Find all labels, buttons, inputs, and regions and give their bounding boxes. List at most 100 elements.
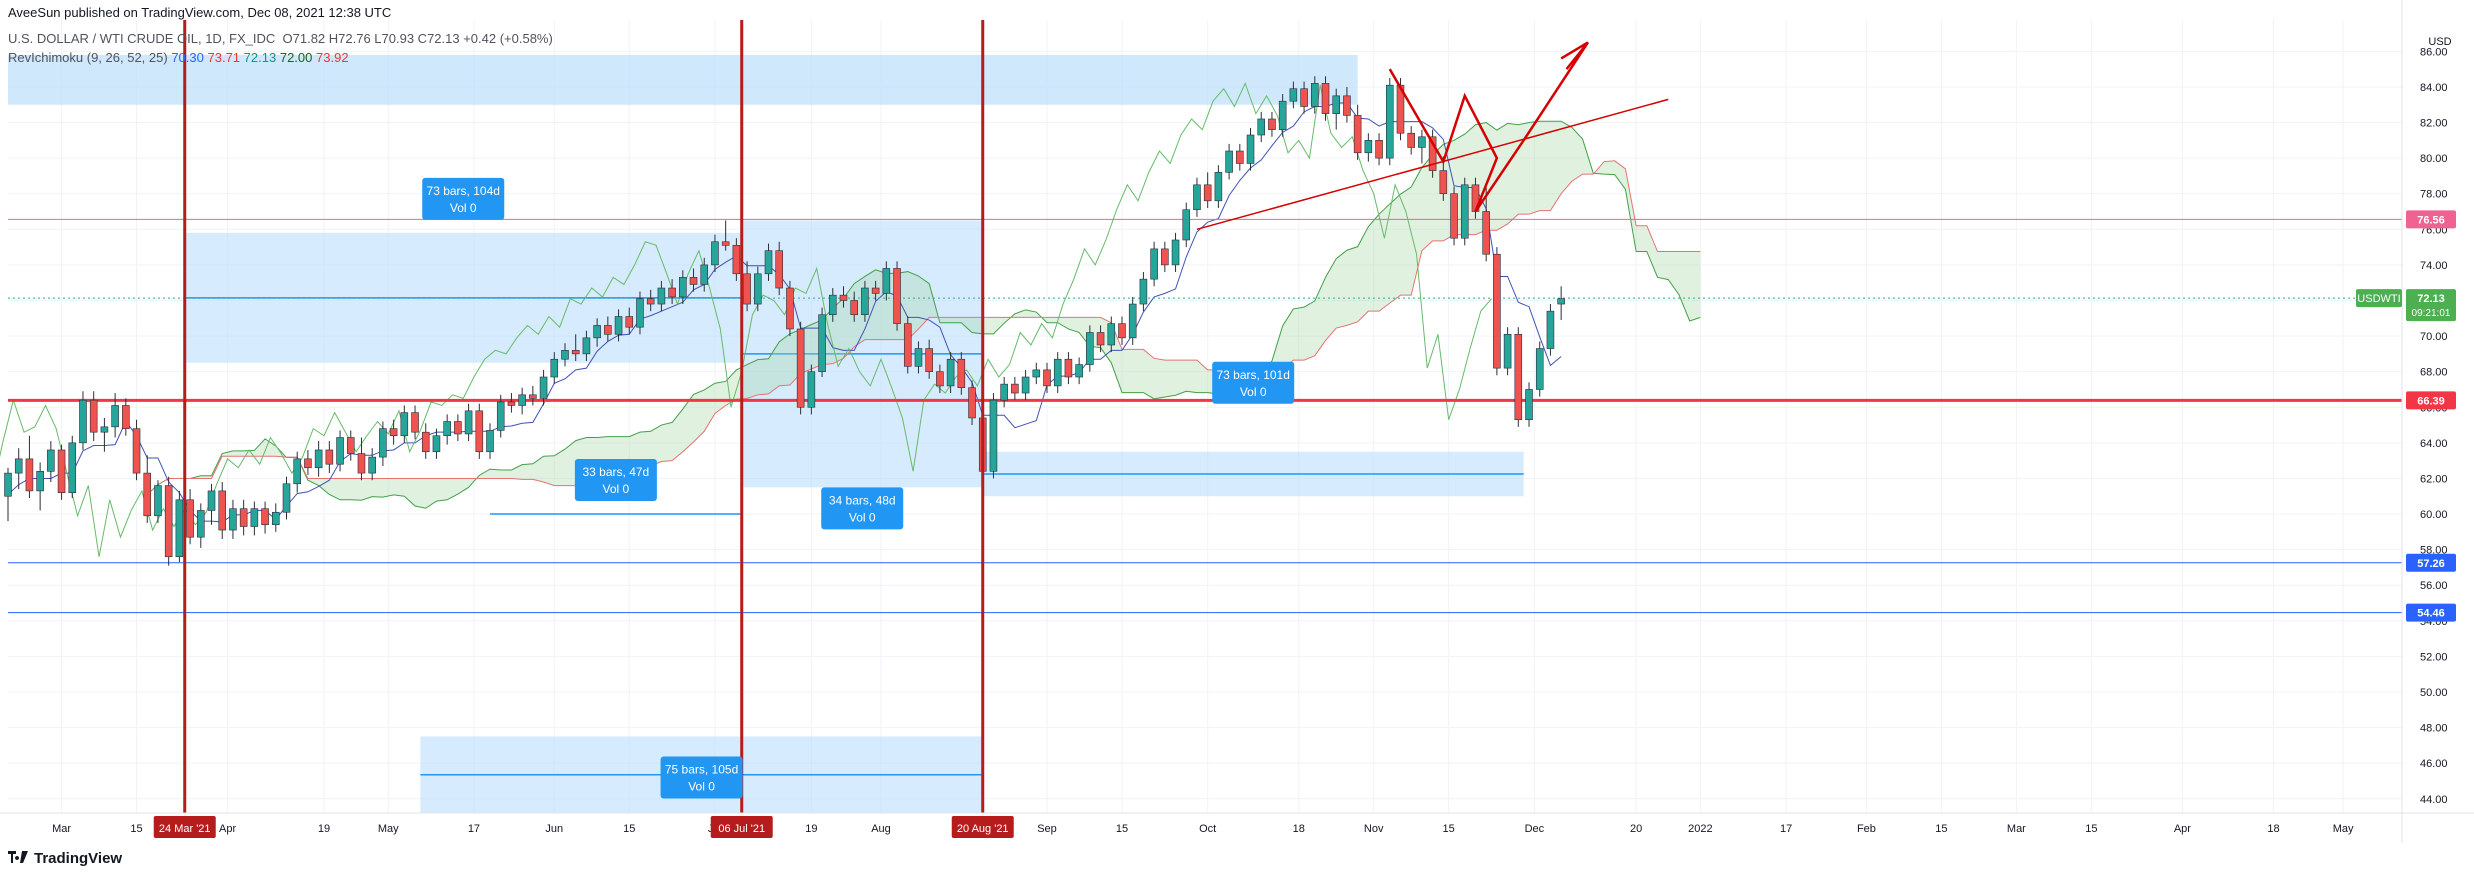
candle-body xyxy=(1514,334,1523,421)
candle-body xyxy=(1343,95,1351,116)
candle-body xyxy=(1546,310,1555,349)
zigzag-arrow xyxy=(1388,41,1589,213)
candle-body xyxy=(796,328,805,408)
candle-body xyxy=(689,277,698,285)
countdown-text: 09:21:01 xyxy=(2412,308,2451,319)
candle-body xyxy=(1064,358,1073,378)
price-tick-label: 68.00 xyxy=(2420,367,2448,379)
candle-body xyxy=(850,300,858,316)
candle-body xyxy=(132,428,141,474)
candle-body xyxy=(539,376,548,399)
range-label-bars: 73 bars, 101d xyxy=(1217,368,1290,382)
candle-body xyxy=(839,294,848,301)
price-tick-label: 46.00 xyxy=(2420,758,2448,770)
candle-body xyxy=(68,442,77,493)
price-axis-currency: USD xyxy=(2428,36,2451,48)
range-label-box xyxy=(821,487,904,530)
symbol-line: U.S. DOLLAR / WTI CRUDE OIL, 1D, FX_IDC … xyxy=(8,31,553,46)
candle-body xyxy=(389,428,398,437)
price-tick-label: 86.00 xyxy=(2420,46,2448,58)
candle-body xyxy=(1236,150,1244,164)
candle-body xyxy=(989,399,998,472)
candle-body xyxy=(229,508,237,531)
candle-body xyxy=(807,371,816,408)
vertical-date-markers xyxy=(183,20,985,813)
date-range-boxes xyxy=(8,54,1524,813)
time-tick-label: 15 xyxy=(623,823,635,835)
indicator-value-4: 72.00 xyxy=(279,50,313,65)
candle-body xyxy=(957,358,966,388)
candle-body xyxy=(411,412,419,433)
tradingview-logo[interactable]: TradingView xyxy=(8,850,122,867)
candle-body xyxy=(443,421,451,437)
candle-body xyxy=(1482,211,1490,255)
candle-body xyxy=(968,387,976,419)
candle-body xyxy=(507,401,516,406)
candle-body xyxy=(454,421,462,435)
candle-body xyxy=(111,405,119,428)
range-label-vol: Vol 0 xyxy=(849,510,876,524)
candle-body xyxy=(1032,369,1041,378)
price-tick-label: 58.00 xyxy=(2420,545,2448,557)
ohlc-values: O71.82 H72.76 L70.93 C72.13 +0.42 (+0.58… xyxy=(282,31,553,46)
time-tick-label: 15 xyxy=(1116,823,1128,835)
horizontal-lines xyxy=(8,218,2402,614)
last-price-tag xyxy=(2406,289,2456,322)
date-marker-tag xyxy=(153,816,216,838)
candle-body xyxy=(711,241,719,266)
price-tick-label: 64.00 xyxy=(2420,438,2448,450)
time-tick-label: Oct xyxy=(1199,823,1216,835)
cloud-span-b xyxy=(146,160,1701,495)
candle-body xyxy=(882,268,891,294)
candle-body xyxy=(914,348,923,367)
candle-body xyxy=(1311,83,1319,107)
time-tick-label: Mar xyxy=(52,823,71,835)
candle-body xyxy=(14,458,23,474)
chart-axes: USD86.0084.0082.0080.0078.0076.0074.0072… xyxy=(0,0,2474,843)
candle-body xyxy=(1353,115,1362,154)
candle-body xyxy=(604,325,612,335)
candle-body xyxy=(1289,88,1298,102)
candle-body xyxy=(272,511,280,526)
time-tick-label: Dec xyxy=(1525,823,1545,835)
candle-body xyxy=(1011,383,1019,394)
candle-body xyxy=(1535,348,1544,390)
candle-body xyxy=(646,298,655,305)
arrow-head xyxy=(1560,41,1589,70)
candle-body xyxy=(721,241,730,246)
candle-body xyxy=(250,508,259,527)
candle-body xyxy=(1557,298,1565,305)
time-tick-label: 15 xyxy=(1935,823,1947,835)
indicator-value-2: 73.71 xyxy=(207,50,241,65)
top-range-box xyxy=(8,54,1358,105)
candle-body xyxy=(1460,184,1469,239)
time-tick-label: 18 xyxy=(2267,823,2279,835)
price-tag-text: 66.39 xyxy=(2417,395,2445,407)
candle-body xyxy=(47,449,55,472)
candle-body xyxy=(786,287,794,330)
date-marker-tag xyxy=(951,816,1014,838)
time-tick-label: Nov xyxy=(1364,823,1384,835)
price-tick-label: 80.00 xyxy=(2420,153,2448,165)
chart-grid xyxy=(8,20,2402,813)
candle-body xyxy=(1000,383,1008,401)
range-label-box xyxy=(574,459,657,502)
range-label-bars: 73 bars, 104d xyxy=(427,184,500,198)
candle-body xyxy=(1385,84,1394,159)
candle-body xyxy=(282,483,291,513)
candle-body xyxy=(175,499,184,558)
candle-body xyxy=(1332,95,1340,114)
candle-body xyxy=(1268,118,1276,130)
price-tick-label: 48.00 xyxy=(2420,723,2448,735)
candle-body xyxy=(486,430,494,453)
candle-body xyxy=(346,437,355,454)
candlestick-series xyxy=(4,76,1565,566)
candle-body xyxy=(1021,376,1030,394)
indicator-line[interactable]: RevIchimoku (9, 26, 52, 25) 70.30 73.71 … xyxy=(8,50,349,65)
candle-body xyxy=(1182,209,1191,241)
candle-body xyxy=(164,485,173,558)
candle-body xyxy=(89,399,98,433)
price-tag xyxy=(2406,553,2456,572)
indicator-value-3: 72.13 xyxy=(243,50,277,65)
